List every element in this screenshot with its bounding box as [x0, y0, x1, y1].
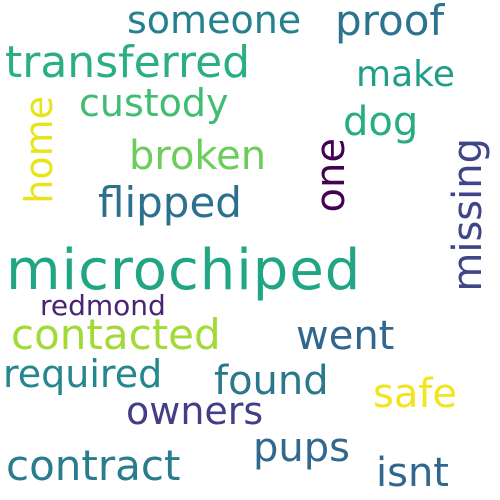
- word-dog: dog: [343, 99, 419, 145]
- word-isnt: isnt: [376, 450, 449, 496]
- word-missing: missing: [445, 138, 491, 292]
- word-required: required: [3, 352, 163, 396]
- word-make: make: [356, 54, 455, 95]
- word-safe: safe: [373, 371, 458, 417]
- word-flipped: flipped: [98, 178, 242, 227]
- word-home: home: [17, 96, 61, 204]
- word-microchiped: microchiped: [6, 238, 362, 303]
- word-contract: contract: [6, 441, 181, 490]
- word-contacted: contacted: [11, 310, 221, 359]
- word-custody: custody: [79, 81, 229, 125]
- word-pups: pups: [253, 425, 350, 471]
- word-found: found: [214, 358, 329, 404]
- word-redmond: redmond: [40, 289, 166, 322]
- word-broken: broken: [129, 133, 267, 179]
- word-someone: someone: [127, 0, 302, 42]
- word-owners: owners: [126, 389, 264, 433]
- word-one: one: [308, 138, 354, 213]
- word-transferred: transferred: [5, 37, 251, 88]
- word-went: went: [296, 313, 395, 359]
- word-proof: proof: [335, 0, 445, 45]
